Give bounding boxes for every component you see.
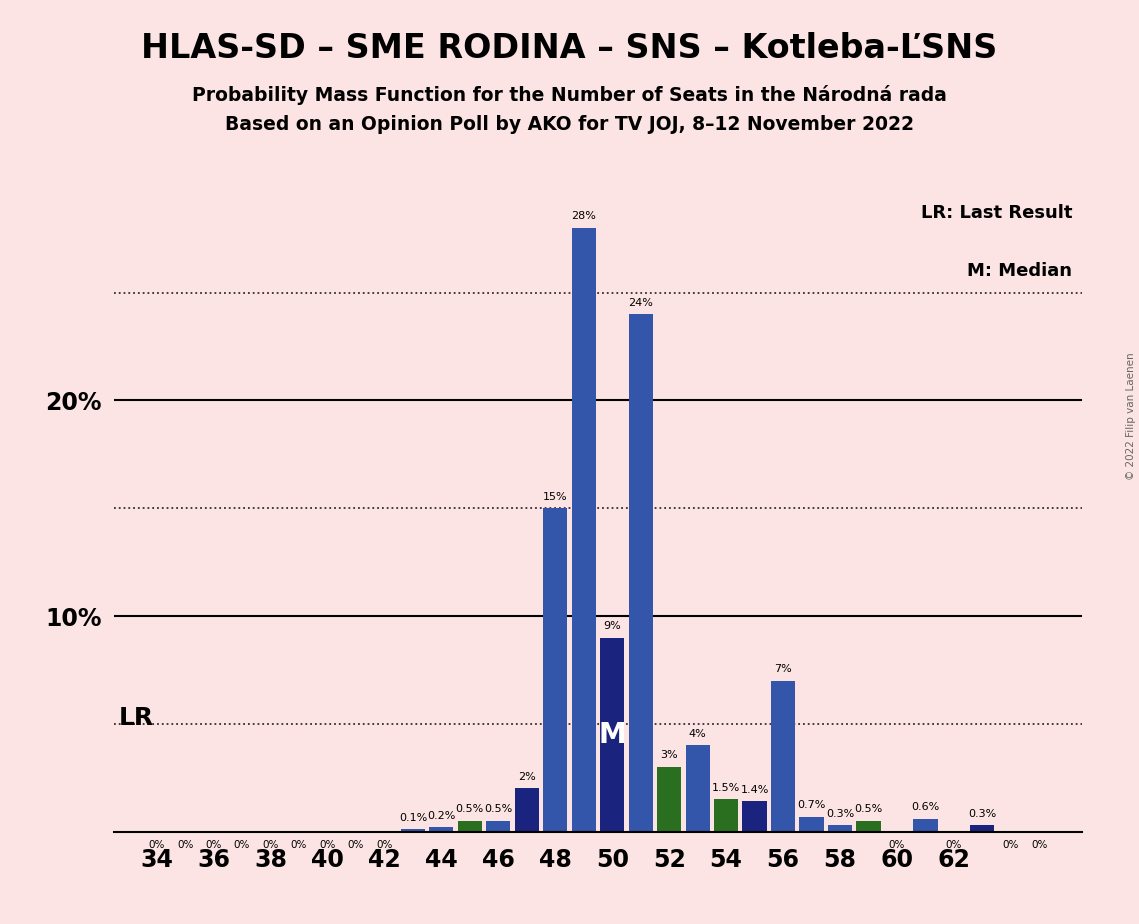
Text: Probability Mass Function for the Number of Seats in the Národná rada: Probability Mass Function for the Number…: [192, 85, 947, 105]
Text: 0%: 0%: [319, 840, 336, 850]
Text: 0%: 0%: [205, 840, 222, 850]
Text: 0.1%: 0.1%: [399, 813, 427, 823]
Text: 0.7%: 0.7%: [797, 800, 826, 810]
Bar: [743, 801, 767, 832]
Text: 0.5%: 0.5%: [456, 805, 484, 814]
Text: 28%: 28%: [572, 212, 596, 222]
Text: 0.6%: 0.6%: [911, 802, 940, 812]
Bar: [800, 817, 823, 832]
Text: 0%: 0%: [1031, 840, 1048, 850]
Bar: [857, 821, 880, 832]
Text: 1.5%: 1.5%: [712, 783, 740, 793]
Text: 9%: 9%: [604, 621, 621, 631]
Text: M: Median: M: Median: [967, 262, 1073, 280]
Text: 15%: 15%: [543, 492, 567, 502]
Bar: [486, 821, 510, 832]
Text: 0%: 0%: [177, 840, 194, 850]
Bar: [657, 767, 681, 832]
Text: 0.5%: 0.5%: [484, 805, 513, 814]
Text: 0%: 0%: [347, 840, 364, 850]
Bar: [600, 638, 624, 832]
Bar: [401, 830, 425, 832]
Bar: [913, 819, 937, 832]
Text: 0%: 0%: [233, 840, 251, 850]
Bar: [629, 314, 653, 832]
Text: 0.3%: 0.3%: [826, 808, 854, 819]
Text: 24%: 24%: [629, 298, 653, 308]
Bar: [458, 821, 482, 832]
Text: 0%: 0%: [262, 840, 279, 850]
Text: 0%: 0%: [1002, 840, 1019, 850]
Text: 7%: 7%: [775, 664, 792, 675]
Text: 1.4%: 1.4%: [740, 785, 769, 795]
Text: 4%: 4%: [689, 729, 706, 739]
Text: 2%: 2%: [518, 772, 535, 782]
Text: 0%: 0%: [290, 840, 308, 850]
Bar: [714, 799, 738, 832]
Bar: [686, 746, 710, 832]
Bar: [543, 508, 567, 832]
Bar: [771, 681, 795, 832]
Text: 3%: 3%: [661, 750, 678, 760]
Text: 0.2%: 0.2%: [427, 811, 456, 821]
Bar: [828, 825, 852, 832]
Text: Based on an Opinion Poll by AKO for TV JOJ, 8–12 November 2022: Based on an Opinion Poll by AKO for TV J…: [226, 116, 913, 135]
Text: 0.3%: 0.3%: [968, 808, 997, 819]
Text: M: M: [598, 721, 626, 748]
Text: 0%: 0%: [888, 840, 906, 850]
Text: 0%: 0%: [945, 840, 962, 850]
Bar: [572, 228, 596, 832]
Bar: [515, 788, 539, 832]
Text: LR: Last Result: LR: Last Result: [920, 204, 1073, 222]
Text: 0%: 0%: [148, 840, 165, 850]
Text: HLAS-SD – SME RODINA – SNS – Kotleba-ĽSNS: HLAS-SD – SME RODINA – SNS – Kotleba-ĽSN…: [141, 32, 998, 66]
Text: © 2022 Filip van Laenen: © 2022 Filip van Laenen: [1126, 352, 1136, 480]
Text: 0%: 0%: [376, 840, 393, 850]
Text: LR: LR: [118, 707, 154, 730]
Text: 0.5%: 0.5%: [854, 805, 883, 814]
Bar: [970, 825, 994, 832]
Bar: [429, 827, 453, 832]
